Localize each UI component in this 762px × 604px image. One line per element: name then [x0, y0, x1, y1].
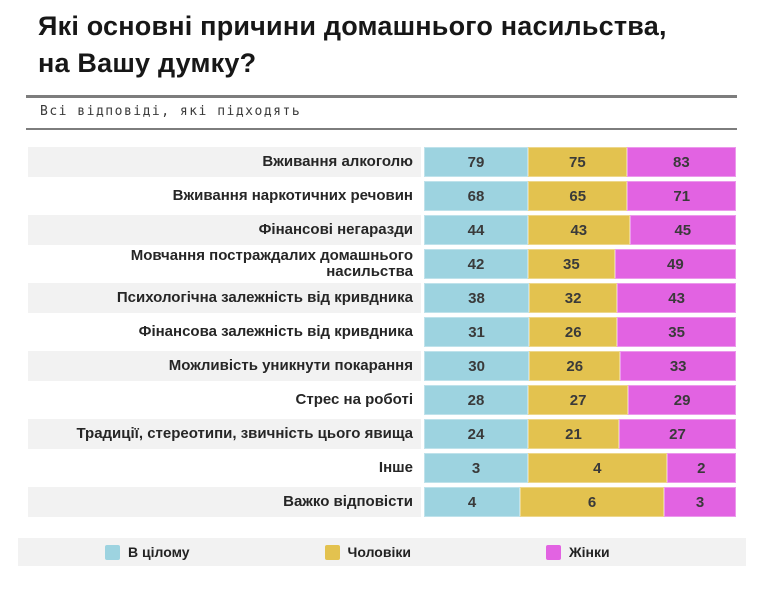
row-label-area: Фінансова залежність від кривдника: [28, 317, 421, 347]
divider-top: [26, 95, 737, 98]
page-title-line-1: Які основні причини домашнього насильств…: [38, 11, 667, 41]
bar-segment: 68: [424, 181, 528, 211]
legend-swatch-total-icon: [105, 544, 120, 560]
chart-row: Вживання алкоголю 79 75 83: [28, 147, 736, 177]
row-label: Фінансова залежність від кривдника: [138, 323, 413, 340]
row-label: Традиції, стереотипи, звичність цього яв…: [76, 425, 413, 442]
row-label-area: Психологічна залежність від кривдника: [28, 283, 421, 313]
bar-segment: 44: [424, 215, 528, 245]
bar-segment: 3: [424, 453, 528, 483]
row-label: Психологічна залежність від кривдника: [116, 289, 413, 306]
legend-item-men: Чоловіки: [324, 544, 411, 560]
chart-row: Мовчання постраждалих домашнього насильс…: [28, 247, 736, 280]
bar-segment: 29: [628, 385, 736, 415]
bar-segment: 33: [620, 351, 736, 381]
row-bars: 68 65 71: [424, 181, 736, 211]
page-title: Які основні причини домашнього насильств…: [38, 8, 667, 82]
bar-segment: 49: [614, 249, 736, 279]
row-label: Інше: [378, 459, 413, 476]
chart-row: Вживання наркотичних речовин 68 65 71: [28, 181, 736, 211]
row-bars: 30 26 33: [424, 351, 736, 381]
row-label-area: Можливість уникнути покарання: [28, 351, 421, 381]
row-bars: 42 35 49: [424, 249, 736, 279]
bar-segment: 27: [528, 385, 629, 415]
row-bars: 44 43 45: [424, 215, 736, 245]
chart-row: Традиції, стереотипи, звичність цього яв…: [28, 419, 736, 449]
legend-label-men: Чоловіки: [347, 544, 411, 560]
chart-row: Фінансові негаразди 44 43 45: [28, 215, 736, 245]
row-label-area: Мовчання постраждалих домашнього насильс…: [28, 247, 421, 280]
chart-rows: Вживання алкоголю 79 75 83 Вживання наркотич…: [28, 147, 736, 517]
bar-segment: 45: [629, 215, 736, 245]
legend-label-total: В цілому: [128, 544, 190, 560]
bar-segment: 30: [424, 351, 530, 381]
bar-segment: 32: [528, 283, 618, 313]
chart-row: Психологічна залежність від кривдника 38 3…: [28, 283, 736, 313]
row-label: Стрес на роботі: [295, 391, 413, 408]
bar-segment: 26: [529, 317, 618, 347]
bar-segment: 83: [626, 147, 736, 177]
bar-segment: 38: [424, 283, 529, 313]
row-bars: 28 27 29: [424, 385, 736, 415]
row-label-area: Фінансові негаразди: [28, 215, 421, 245]
legend-item-women: Жінки: [545, 544, 610, 560]
row-label: Вживання алкоголю: [262, 153, 413, 170]
legend-item-total: В цілому: [105, 544, 190, 560]
bar-segment: 27: [619, 419, 736, 449]
row-label: Важко відповісти: [283, 493, 413, 510]
row-label: Мовчання постраждалих домашнього насильс…: [130, 247, 413, 280]
row-label-area: Вживання алкоголю: [28, 147, 421, 177]
chart-row: Важко відповісти 4 6 3: [28, 487, 736, 517]
legend-label-women: Жінки: [568, 544, 610, 560]
bar-segment: 28: [424, 385, 528, 415]
chart-legend: В цілому Чоловіки Жінки: [18, 538, 746, 566]
bar-segment: 42: [424, 249, 528, 279]
bar-segment: 75: [528, 147, 627, 177]
bar-segment: 6: [520, 487, 664, 517]
row-label-area: Важко відповісти: [28, 487, 421, 517]
legend-swatch-women-icon: [545, 544, 561, 560]
stacked-bar-chart: Вживання алкоголю 79 75 83 Вживання наркотич…: [28, 147, 736, 521]
chart-row: Можливість уникнути покарання 30 26 33: [28, 351, 736, 381]
row-label-area: Традиції, стереотипи, звичність цього яв…: [28, 419, 421, 449]
row-label-area: Стрес на роботі: [28, 385, 421, 415]
bar-segment: 31: [424, 317, 530, 347]
bar-segment: 3: [664, 487, 736, 517]
chart-subtitle: Всі відповіді, які підходять: [40, 104, 302, 119]
legend-swatch-men-icon: [324, 544, 340, 560]
row-bars: 31 26 35: [424, 317, 736, 347]
row-label-area: Вживання наркотичних речовин: [28, 181, 421, 211]
row-bars: 79 75 83: [424, 147, 736, 177]
chart-row: Інше 3 4 2: [28, 453, 736, 483]
chart-row: Стрес на роботі 28 27 29: [28, 385, 736, 415]
row-label: Фінансові негаразди: [258, 221, 413, 238]
bar-segment: 26: [529, 351, 621, 381]
bar-segment: 35: [617, 317, 736, 347]
bar-segment: 4: [424, 487, 520, 517]
row-label-area: Інше: [28, 453, 421, 483]
bar-segment: 43: [617, 283, 736, 313]
bar-segment: 21: [528, 419, 619, 449]
bar-segment: 24: [424, 419, 528, 449]
row-label: Можливість уникнути покарання: [168, 357, 413, 374]
bar-segment: 2: [666, 453, 736, 483]
chart-row: Фінансова залежність від кривдника 31 26 35: [28, 317, 736, 347]
bar-segment: 4: [528, 453, 667, 483]
bar-segment: 43: [528, 215, 630, 245]
row-bars: 24 21 27: [424, 419, 736, 449]
bar-segment: 79: [424, 147, 528, 177]
bar-segment: 71: [627, 181, 736, 211]
row-bars: 38 32 43: [424, 283, 736, 313]
bar-segment: 35: [528, 249, 615, 279]
divider-bottom: [26, 128, 737, 130]
bar-segment: 65: [528, 181, 628, 211]
page-title-line-2: на Вашу думку?: [38, 48, 257, 78]
row-label: Вживання наркотичних речовин: [172, 187, 413, 204]
